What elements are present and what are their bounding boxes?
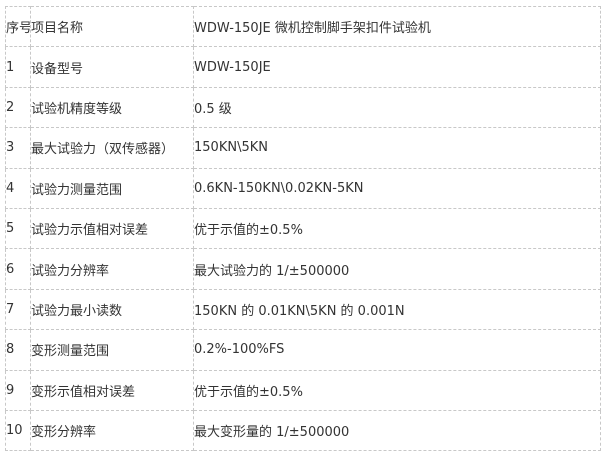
cell-value: 优于示值的±0.5% bbox=[193, 369, 601, 411]
cell-value: WDW-150JE bbox=[193, 46, 601, 88]
cell-index: 1 bbox=[5, 46, 31, 88]
table-row: 3 最大试验力（双传感器） 150KN\5KN bbox=[5, 127, 601, 169]
cell-index: 4 bbox=[5, 167, 31, 209]
cell-value: 0.2%-100%FS bbox=[193, 329, 601, 371]
table-row: 8 变形测量范围 0.2%-100%FS bbox=[5, 329, 601, 371]
cell-value: 150KN\5KN bbox=[193, 127, 601, 169]
cell-index: 5 bbox=[5, 207, 31, 250]
table-header-row: 序号 项目名称 WDW-150JE 微机控制脚手架扣件试验机 bbox=[5, 5, 601, 48]
cell-item-name: 试验力测量范围 bbox=[30, 167, 194, 209]
cell-item-name: 试验机精度等级 bbox=[30, 86, 194, 129]
cell-item-name: 最大试验力（双传感器） bbox=[30, 127, 194, 169]
cell-index: 3 bbox=[5, 127, 31, 169]
cell-index: 10 bbox=[5, 409, 31, 452]
table-row: 6 试验力分辨率 最大试验力的 1/±500000 bbox=[5, 248, 601, 290]
header-item-name: 项目名称 bbox=[30, 5, 194, 48]
cell-index: 6 bbox=[5, 248, 31, 290]
cell-index: 9 bbox=[5, 369, 31, 411]
cell-item-name: 设备型号 bbox=[30, 46, 194, 88]
cell-index: 8 bbox=[5, 329, 31, 371]
cell-index: 7 bbox=[5, 288, 31, 331]
table-row: 1 设备型号 WDW-150JE bbox=[5, 46, 601, 88]
cell-index: 2 bbox=[5, 86, 31, 129]
table-row: 4 试验力测量范围 0.6KN-150KN\0.02KN-5KN bbox=[5, 167, 601, 209]
cell-item-name: 试验力分辨率 bbox=[30, 248, 194, 290]
cell-item-name: 变形示值相对误差 bbox=[30, 369, 194, 411]
table-row: 2 试验机精度等级 0.5 级 bbox=[5, 86, 601, 129]
table-row: 5 试验力示值相对误差 优于示值的±0.5% bbox=[5, 207, 601, 250]
cell-value: 150KN 的 0.01KN\5KN 的 0.001N bbox=[193, 288, 601, 331]
cell-value: 优于示值的±0.5% bbox=[193, 207, 601, 250]
cell-item-name: 试验力最小读数 bbox=[30, 288, 194, 331]
table-row: 9 变形示值相对误差 优于示值的±0.5% bbox=[5, 369, 601, 411]
cell-item-name: 变形分辨率 bbox=[30, 409, 194, 452]
table-row: 10 变形分辨率 最大变形量的 1/±500000 bbox=[5, 409, 601, 452]
spec-table: 序号 项目名称 WDW-150JE 微机控制脚手架扣件试验机 1 设备型号 WDW-… bbox=[5, 5, 601, 452]
cell-item-name: 变形测量范围 bbox=[30, 329, 194, 371]
cell-value: 0.6KN-150KN\0.02KN-5KN bbox=[193, 167, 601, 209]
cell-item-name: 试验力示值相对误差 bbox=[30, 207, 194, 250]
table-row: 7 试验力最小读数 150KN 的 0.01KN\5KN 的 0.001N bbox=[5, 288, 601, 331]
header-product-name: WDW-150JE 微机控制脚手架扣件试验机 bbox=[193, 5, 601, 48]
header-index: 序号 bbox=[5, 5, 31, 48]
cell-value: 0.5 级 bbox=[193, 86, 601, 129]
cell-value: 最大变形量的 1/±500000 bbox=[193, 409, 601, 452]
cell-value: 最大试验力的 1/±500000 bbox=[193, 248, 601, 290]
